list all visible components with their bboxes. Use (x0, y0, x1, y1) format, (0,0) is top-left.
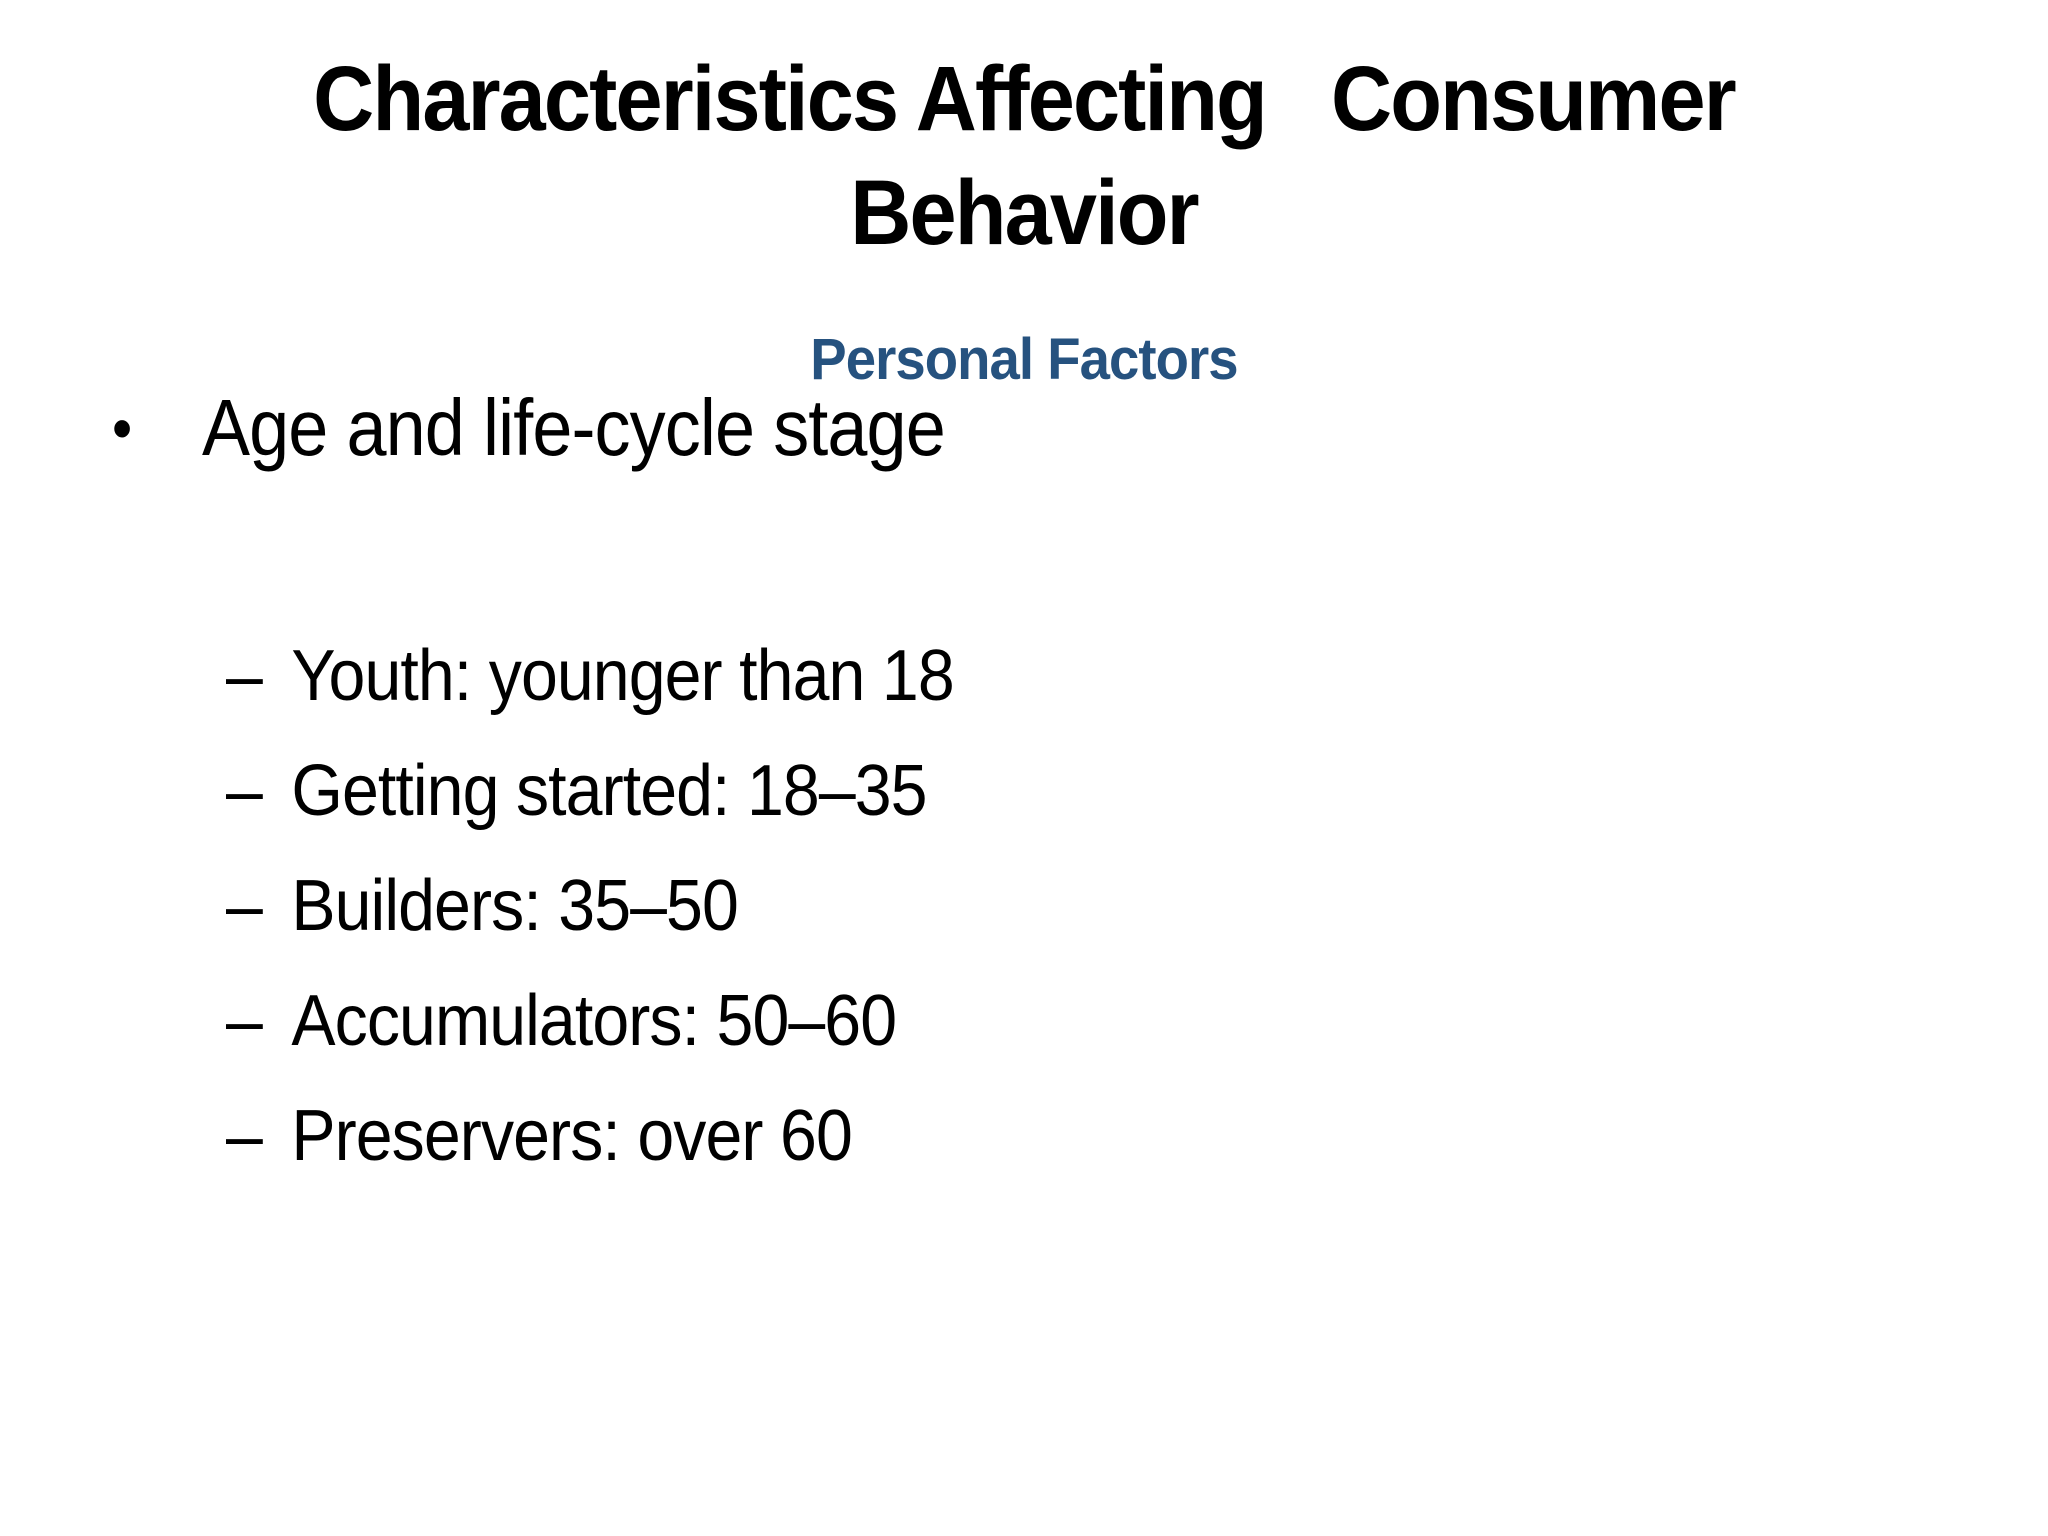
bullet-text: Age and life-cycle stage (202, 383, 946, 472)
sub-bullet-list: – Youth: younger than 18 – Getting start… (226, 618, 955, 1193)
sub-bullet-text: Youth: younger than 18 (291, 635, 954, 716)
sub-bullet-text: Accumulators: 50–60 (291, 980, 897, 1061)
sub-bullet-text: Preservers: over 60 (291, 1095, 852, 1176)
slide-title: Characteristics Affecting Consumer Behav… (82, 42, 1966, 270)
sub-bullet-item-getting-started: – Getting started: 18–35 (226, 733, 954, 848)
bullet-marker-icon: • (112, 392, 132, 464)
dash-marker-icon: – (226, 635, 263, 716)
bullet-item-age-lifecycle: • Age and life-cycle stage (112, 380, 946, 476)
sub-bullet-item-youth: – Youth: younger than 18 (226, 618, 955, 733)
slide-subtitle: Personal Factors (810, 327, 1238, 392)
sub-bullet-text: Getting started: 18–35 (291, 750, 927, 831)
sub-bullet-item-accumulators: – Accumulators: 50–60 (226, 963, 954, 1078)
sub-bullet-item-builders: – Builders: 35–50 (226, 848, 954, 963)
sub-bullet-text: Builders: 35–50 (291, 865, 738, 946)
dash-marker-icon: – (226, 750, 263, 831)
slide-title-line-1: Characteristics Affecting Consumer (313, 48, 1736, 150)
sub-bullet-item-preservers: – Preservers: over 60 (226, 1078, 954, 1193)
dash-marker-icon: – (226, 865, 263, 946)
slide-title-line-2: Behavior (850, 162, 1199, 265)
dash-marker-icon: – (226, 1095, 263, 1176)
dash-marker-icon: – (226, 980, 263, 1061)
